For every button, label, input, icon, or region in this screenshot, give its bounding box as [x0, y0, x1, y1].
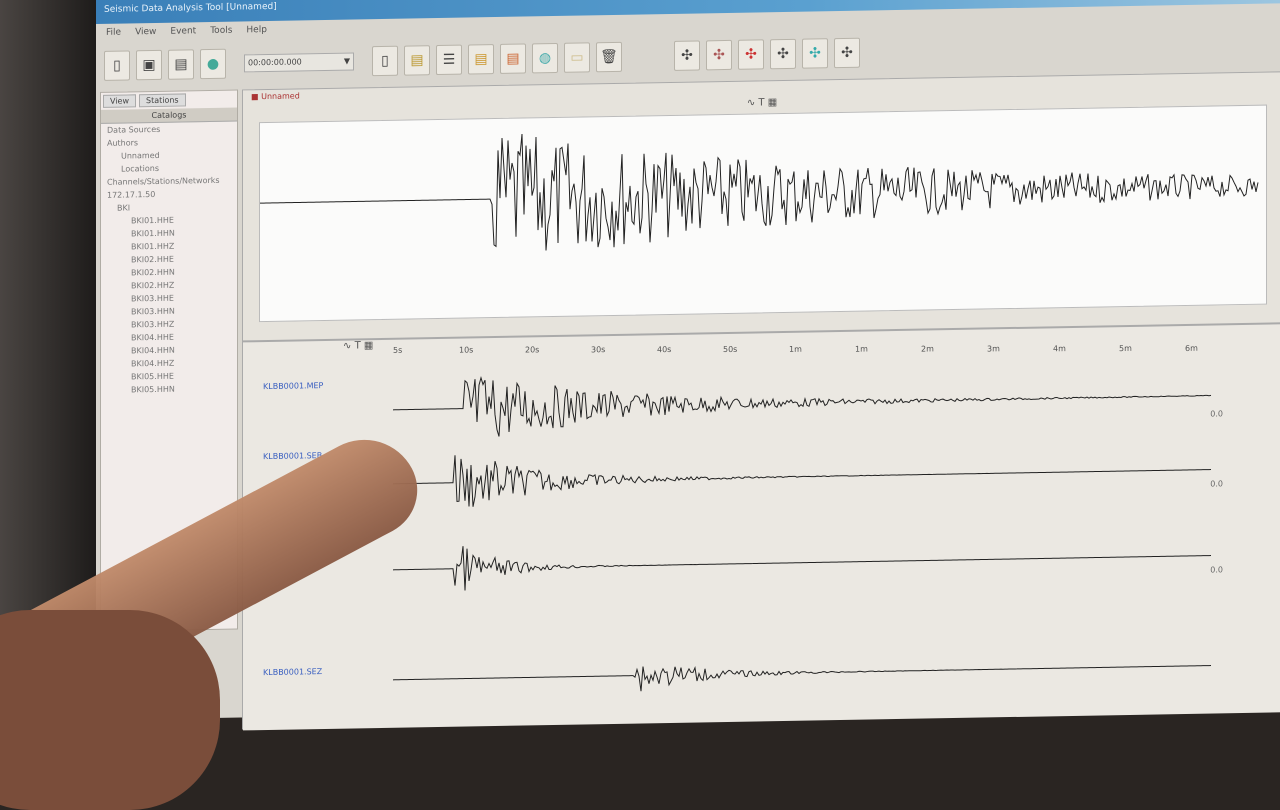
trace-waveforms[interactable] — [393, 346, 1213, 720]
ruler-tick-label: 10s — [459, 345, 474, 355]
note-icon[interactable]: ▭ — [564, 42, 590, 73]
wave2-icon[interactable]: ✣ — [706, 39, 732, 71]
filter-icon[interactable]: ∿ — [746, 97, 756, 109]
menu-view[interactable]: View — [135, 26, 157, 38]
grid-icon[interactable]: ▦ — [363, 340, 374, 352]
text-icon[interactable]: T — [758, 97, 765, 109]
trace-waveform — [393, 665, 1211, 692]
tab-view[interactable]: View — [103, 94, 136, 108]
ruler-tick-label: 5s — [393, 345, 403, 355]
text-icon[interactable]: T — [354, 340, 361, 352]
ruler-tick-label: 50s — [723, 344, 738, 355]
app-window: Seismic Data Analysis Tool [Unnamed] Fil… — [96, 0, 1280, 731]
menu-event[interactable]: Event — [170, 26, 197, 37]
trace-waveform — [393, 375, 1212, 437]
earth-icon[interactable]: ◍ — [532, 42, 558, 74]
overview-trace[interactable] — [259, 104, 1267, 323]
time-select[interactable]: 00:00:00.000 ▼ — [244, 52, 354, 73]
tree-item[interactable]: BKI05.HHN — [131, 384, 175, 395]
page-icon[interactable]: ▯ — [372, 45, 398, 77]
main-panel: ■ Unnamed ∿ T ▦ ∿ T ▦ 5s 10s 20s 30s 40s 50s 1… — [242, 71, 1280, 731]
hand — [0, 610, 220, 810]
save-icon[interactable]: ▤ — [168, 49, 194, 80]
trash-icon[interactable]: 🗑 — [596, 41, 622, 73]
source-tree: Data Sources Authors Unnamed Locations Chann… — [101, 122, 237, 397]
ruler-tick-label: 20s — [525, 345, 540, 355]
wave1-icon[interactable]: ✣ — [674, 40, 700, 71]
archive-icon[interactable]: ▤ — [500, 43, 526, 74]
menu-help[interactable]: Help — [246, 25, 267, 36]
trace-label[interactable]: KLBB0001.MEP — [263, 381, 324, 392]
list-icon[interactable]: ☰ — [436, 44, 462, 76]
wave3-icon[interactable]: ✣ — [738, 39, 764, 70]
trace-label[interactable]: KLBB0001.SEZ — [263, 667, 323, 678]
folder-icon[interactable]: ▤ — [468, 44, 494, 75]
ruler-tick-label: 30s — [591, 345, 606, 355]
doc-icon[interactable]: ▤ — [404, 45, 430, 76]
grid-icon[interactable]: ▦ — [767, 97, 778, 109]
menu-tools[interactable]: Tools — [210, 25, 233, 37]
document-tab-label: Unnamed — [261, 91, 300, 102]
filter-icon[interactable]: ∿ — [343, 340, 352, 352]
wave4-icon[interactable]: ✣ — [770, 38, 796, 70]
menu-file[interactable]: File — [106, 27, 122, 38]
chevron-down-icon: ▼ — [343, 56, 350, 66]
trace-view: ∿ T ▦ 5s 10s 20s 30s 40s 50s 1m 1m 2m 3m 4m 5m 6m KL… — [243, 322, 1280, 731]
time-value: 00:00:00.000 — [248, 57, 302, 68]
open-icon[interactable]: ▣ — [136, 49, 162, 81]
globe-icon[interactable]: ● — [200, 48, 226, 80]
trace-waveform — [393, 455, 1212, 507]
trace-waveform — [393, 546, 1211, 591]
new-icon[interactable]: ▯ — [104, 50, 130, 81]
wave5-icon[interactable]: ✣ — [802, 38, 828, 69]
overview-waveform — [260, 134, 1259, 251]
tab-stations[interactable]: Stations — [138, 93, 186, 108]
wave6-icon[interactable]: ✣ — [834, 37, 860, 69]
ruler-tick-label: 40s — [657, 344, 672, 355]
